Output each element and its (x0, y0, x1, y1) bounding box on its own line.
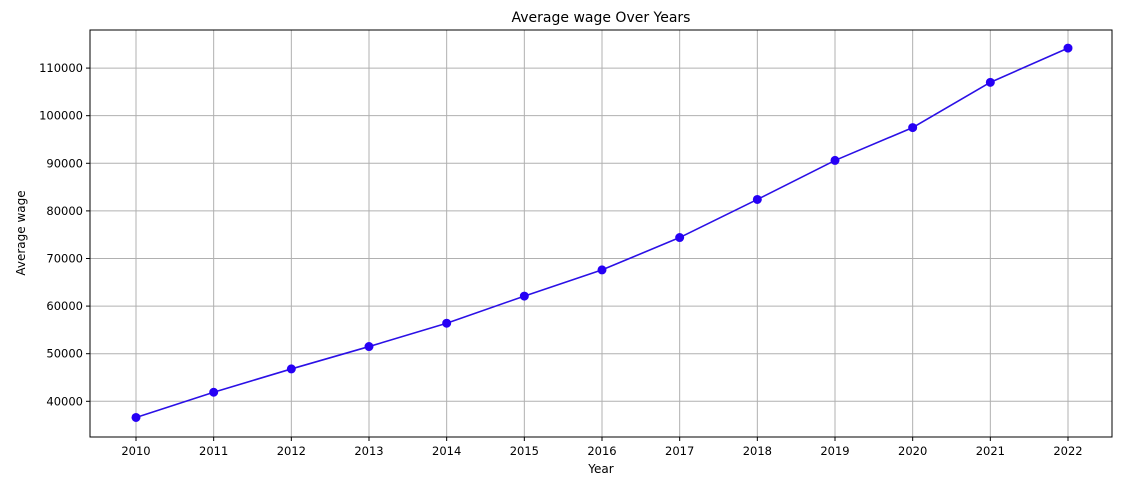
y-tick-label: 50000 (46, 347, 83, 361)
data-point (752, 194, 762, 204)
x-tick-label: 2020 (898, 444, 927, 458)
x-axis-ticks: 2010 2011 2012 2013 2014 2015 2016 2017 2018 2019… (121, 437, 1083, 458)
data-point (442, 318, 452, 328)
x-tick-label: 2014 (432, 444, 461, 458)
x-tick-label: 2013 (354, 444, 383, 458)
x-tick-label: 2016 (587, 444, 616, 458)
x-tick-label: 2019 (820, 444, 849, 458)
data-point (519, 291, 529, 301)
x-tick-label: 2012 (277, 444, 306, 458)
data-point (597, 265, 607, 275)
x-tick-label: 2010 (121, 444, 150, 458)
y-tick-label: 80000 (46, 204, 83, 218)
data-point (1063, 43, 1073, 53)
x-tick-label: 2021 (976, 444, 1005, 458)
x-tick-label: 2017 (665, 444, 694, 458)
y-tick-label: 90000 (46, 156, 83, 170)
y-tick-label: 110000 (39, 61, 83, 75)
x-tick-label: 2015 (510, 444, 539, 458)
x-tick-label: 2018 (743, 444, 772, 458)
y-tick-label: 100000 (39, 109, 83, 123)
chart-title: Average wage Over Years (512, 10, 691, 26)
data-point (286, 364, 296, 374)
data-point (209, 387, 219, 397)
data-point (985, 77, 995, 87)
y-axis-ticks: 40000 50000 60000 70000 80000 90000 100000 1100… (39, 61, 90, 408)
plot-frame (89, 29, 1113, 438)
data-point (908, 123, 918, 133)
data-point (675, 233, 685, 243)
y-axis-label: Average wage (14, 190, 28, 275)
y-tick-label: 60000 (46, 299, 83, 313)
y-tick-label: 40000 (46, 394, 83, 408)
data-point (830, 155, 840, 165)
grid-lines (90, 30, 1112, 437)
y-tick-label: 70000 (46, 251, 83, 265)
data-point (364, 342, 374, 352)
series-layer (131, 43, 1073, 422)
data-point (131, 412, 141, 422)
x-axis-label: Year (587, 462, 613, 476)
x-tick-label: 2011 (199, 444, 228, 458)
x-tick-label: 2022 (1053, 444, 1082, 458)
